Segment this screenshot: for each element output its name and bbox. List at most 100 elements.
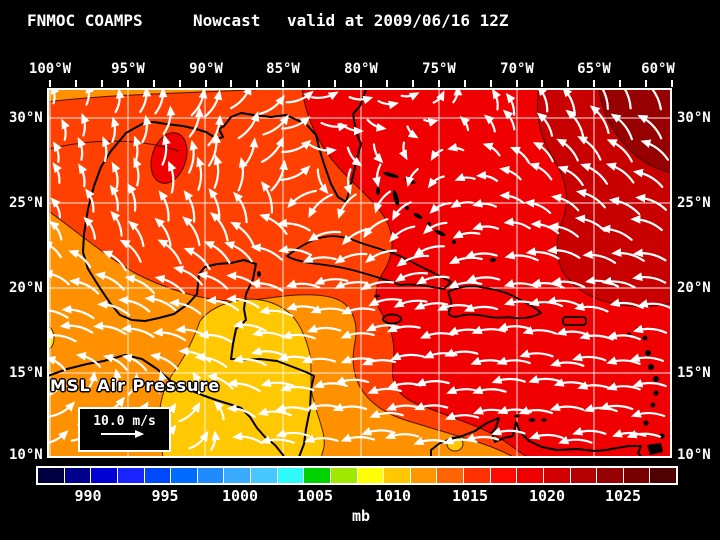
wind-vector (630, 409, 666, 418)
wind-vector (152, 327, 187, 342)
lon-label: 90°W (189, 61, 223, 77)
wind-vector (204, 89, 223, 118)
wind-vector (260, 136, 284, 163)
lon-label: 65°W (577, 61, 611, 77)
lat-label-right: 20°N (677, 280, 711, 296)
wind-vector (281, 139, 312, 154)
wind-vector (102, 136, 111, 163)
wind-vector (606, 139, 633, 163)
wind-vector (287, 189, 317, 209)
wind-vector (372, 163, 382, 188)
wind-scale-legend: 10.0 m/s (78, 407, 171, 452)
wind-vector (337, 193, 357, 220)
colorbar-segment (277, 468, 304, 483)
wind-vector (606, 331, 641, 341)
wind-vector (162, 105, 176, 135)
colorbar-segment (623, 468, 650, 483)
wind-vector (482, 142, 501, 157)
wind-vector (536, 112, 554, 137)
wind-vector (390, 352, 425, 361)
wind-vector (124, 274, 155, 294)
wind-vector (558, 435, 593, 445)
wind-vector (224, 241, 253, 263)
wind-vector (472, 198, 497, 208)
wind-vector (144, 294, 177, 312)
axis-tick (645, 80, 648, 87)
wind-vector (519, 349, 554, 358)
axis-tick (437, 80, 440, 87)
wind-vector (427, 175, 445, 189)
wind-vector (121, 353, 148, 372)
wind-vector (258, 94, 285, 115)
pressure-region-maroon (598, 88, 672, 174)
wind-vector (605, 162, 635, 184)
wind-vector (575, 188, 606, 209)
axis-tick (282, 80, 285, 87)
colorbar-segment (91, 468, 117, 483)
lat-label-right: 15°N (677, 365, 711, 381)
wind-vector (102, 250, 127, 272)
coastline-jamaica (382, 313, 402, 325)
colorbar-segment (650, 468, 676, 483)
wind-vector (369, 409, 404, 418)
lon-label: 95°W (111, 61, 145, 77)
wind-vector (226, 404, 256, 418)
wind-vector (178, 401, 201, 423)
wind-vector (372, 143, 384, 164)
wind-vector (522, 326, 557, 335)
axis-tick (593, 80, 596, 87)
wind-vector (197, 271, 229, 290)
wind-vector (112, 368, 122, 392)
wind-vector (406, 125, 419, 139)
lon-label: 85°W (266, 61, 300, 77)
wind-vector (635, 193, 668, 211)
wind-vector (161, 134, 171, 166)
colorbar-segment (144, 468, 171, 483)
wind-vector (504, 250, 539, 262)
wind-vector (447, 142, 465, 152)
wind-vector (154, 274, 186, 294)
axis-tick (74, 80, 77, 87)
wind-vector (198, 330, 233, 343)
wind-vector (188, 430, 209, 450)
wind-vector (530, 219, 560, 235)
colorbar-tick-label: 995 (151, 487, 179, 505)
coastline-cuba (286, 235, 452, 290)
wind-vector (444, 348, 479, 357)
wind-vector (405, 168, 419, 188)
wind-vector (68, 249, 92, 269)
pressure-map (47, 88, 672, 458)
wind-vector (158, 190, 170, 222)
wind-vector (275, 403, 310, 412)
wind-vector (551, 276, 586, 289)
wind-vector (226, 378, 261, 393)
wind-vector (632, 248, 667, 262)
axis-tick (463, 80, 466, 87)
wind-vector (230, 221, 255, 247)
wind-vector (285, 279, 321, 289)
colorbar-segment (38, 468, 64, 483)
wind-vector (413, 245, 445, 257)
wind-vector (232, 431, 263, 445)
wind-vector (97, 300, 130, 316)
wind-vector (149, 352, 179, 371)
wind-vector (302, 254, 337, 263)
axis-tick (541, 80, 544, 87)
wind-vector (52, 141, 62, 163)
wind-vector (366, 118, 387, 132)
wind-vector (281, 330, 316, 340)
colorbar-segment (597, 468, 623, 483)
wind-vector (313, 379, 348, 389)
wind-vector (348, 95, 374, 105)
wind-vector (157, 239, 182, 265)
wind-vector (154, 217, 172, 247)
wind-vector (582, 250, 617, 264)
wind-vector (363, 218, 389, 239)
wind-vector (232, 354, 267, 366)
colorbar-segment (251, 468, 277, 483)
wind-vector (637, 299, 672, 310)
axis-tick (334, 80, 337, 87)
lat-label-left: 30°N (9, 110, 43, 126)
wind-vector (423, 118, 439, 127)
valid-time-title: valid at 2009/06/16 12Z (287, 11, 509, 30)
